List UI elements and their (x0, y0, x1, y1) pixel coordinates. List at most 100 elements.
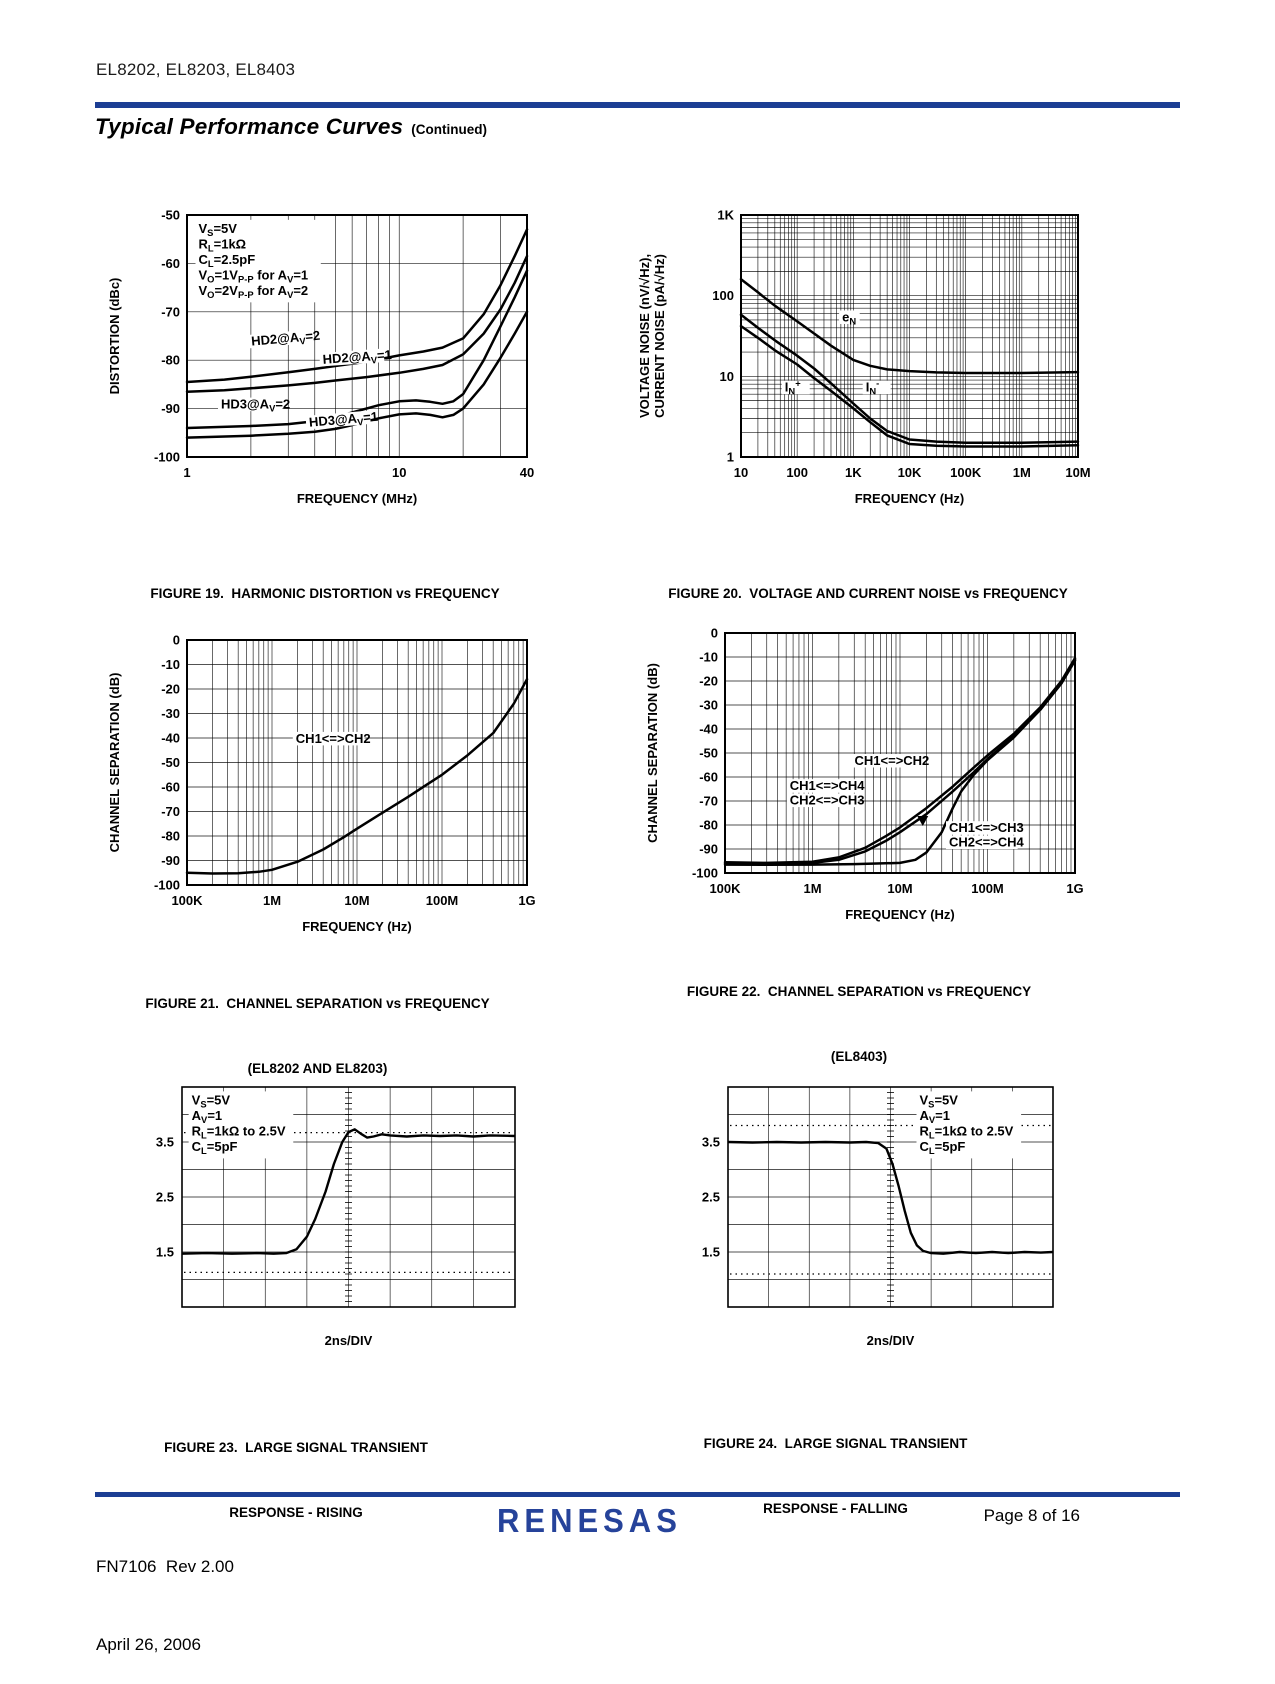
svg-text:10M: 10M (887, 881, 912, 896)
channel-separation-chart-el8403: 100K 1M 10M 100M 1G 0 -10 -20 -30 -40 -50 -60 -70 -80… (645, 626, 1084, 923)
svg-text:1M: 1M (803, 881, 821, 896)
svg-text:-10: -10 (161, 657, 180, 672)
svg-text:1.5: 1.5 (156, 1245, 174, 1260)
svg-text:-40: -40 (699, 722, 718, 737)
svg-text:3.5: 3.5 (156, 1135, 174, 1150)
renesas-logo: RENESAS (497, 1502, 682, 1540)
svg-text:1G: 1G (518, 893, 535, 908)
figure-24-caption: FIGURE 24. LARGE SIGNAL TRANSIENT RESPON… (578, 1390, 1093, 1563)
svg-text:-100: -100 (692, 866, 718, 881)
svg-text:-70: -70 (161, 804, 180, 819)
channel-separation-chart-el8202-el8203: 100K 1M 10M 100M 1G 0 -10 -20 -30 -40 -50 -60 -70 -80… (107, 633, 536, 935)
svg-text:CH1<=>CH2: CH1<=>CH2 (296, 731, 371, 746)
header-rule (95, 102, 1180, 108)
svg-text:VS=5V: VS=5V (192, 1092, 231, 1109)
svg-text:1K: 1K (717, 208, 734, 223)
section-title: Typical Performance Curves (Continued) (95, 114, 487, 140)
svg-text:1M: 1M (263, 893, 281, 908)
figure-21: 100K 1M 10M 100M 1G 0 -10 -20 -30 -40 -50 -60 -70 -80… (95, 610, 555, 1123)
figure-19-caption: FIGURE 19. HARMONIC DISTORTION vs FREQUE… (95, 540, 555, 648)
figure-24: 3.5 2.5 1.5 2ns/DIV VS=5V AV=1 RL=1kΩ to 2.5V C… (633, 1062, 1093, 1563)
figure-caption-line: FIGURE 24. LARGE SIGNAL TRANSIENT (703, 1436, 968, 1452)
svg-text:VOLTAGE NOISE (nV/√Hz),: VOLTAGE NOISE (nV/√Hz), (637, 254, 652, 418)
svg-text:1.5: 1.5 (702, 1245, 720, 1260)
svg-text:40: 40 (520, 465, 534, 480)
svg-text:1: 1 (727, 450, 734, 465)
svg-text:CL=5pF: CL=5pF (920, 1139, 966, 1156)
svg-text:-80: -80 (161, 829, 180, 844)
svg-text:-30: -30 (161, 706, 180, 721)
svg-text:-90: -90 (161, 401, 180, 416)
svg-text:CURRENT NOISE (pA/√Hz): CURRENT NOISE (pA/√Hz) (652, 254, 667, 418)
doc-part-numbers: EL8202, EL8203, EL8403 (96, 60, 296, 79)
svg-text:-100: -100 (154, 450, 180, 465)
figure-23: 3.5 2.5 1.5 2ns/DIV VS=5V AV=1 RL=1kΩ to 2.5V C… (100, 1062, 560, 1567)
svg-text:CH2<=>CH4: CH2<=>CH4 (949, 835, 1025, 850)
figure-caption-line: FIGURE 22. CHANNEL SEPARATION vs FREQUEN… (686, 984, 1032, 1000)
svg-text:-90: -90 (699, 842, 718, 857)
svg-text:1G: 1G (1066, 881, 1083, 896)
svg-text:IN-: IN- (866, 378, 880, 397)
svg-text:100K: 100K (950, 465, 982, 480)
figure-caption-line: (EL8403) (830, 1048, 888, 1064)
figure-caption-line: FIGURE 19. HARMONIC DISTORTION vs FREQUE… (150, 586, 500, 602)
svg-text:100: 100 (712, 288, 734, 303)
page-number: Page 8 of 16 (983, 1506, 1080, 1525)
svg-text:RL=1kΩ to 2.5V: RL=1kΩ to 2.5V (920, 1123, 1014, 1140)
svg-text:VS=5V: VS=5V (920, 1092, 959, 1109)
svg-text:CH1<=>CH3: CH1<=>CH3 (949, 820, 1024, 835)
svg-text:RL=1kΩ: RL=1kΩ (199, 236, 247, 253)
svg-text:RL=1kΩ to 2.5V: RL=1kΩ to 2.5V (192, 1123, 286, 1140)
svg-text:10: 10 (734, 465, 748, 480)
svg-text:-90: -90 (161, 853, 180, 868)
svg-text:CH2<=>CH3: CH2<=>CH3 (790, 793, 865, 808)
svg-text:10K: 10K (898, 465, 922, 480)
svg-text:2.5: 2.5 (156, 1190, 174, 1205)
svg-text:-100: -100 (154, 878, 180, 893)
svg-text:1K: 1K (845, 465, 862, 480)
svg-text:100K: 100K (171, 893, 203, 908)
svg-text:100K: 100K (709, 881, 741, 896)
figure-caption-line: RESPONSE - RISING (229, 1504, 363, 1520)
svg-text:3.5: 3.5 (702, 1135, 720, 1150)
svg-text:-50: -50 (161, 208, 180, 223)
svg-text:2ns/DIV: 2ns/DIV (867, 1333, 915, 1348)
section-title-text: Typical Performance Curves (95, 114, 404, 139)
svg-text:DISTORTION (dBc): DISTORTION (dBc) (107, 278, 122, 395)
section-title-continued: (Continued) (411, 122, 487, 137)
svg-text:-70: -70 (699, 794, 718, 809)
svg-text:100M: 100M (971, 881, 1004, 896)
svg-text:CL=5pF: CL=5pF (192, 1139, 238, 1156)
svg-text:VO=1VP-P for AV=1: VO=1VP-P for AV=1 (199, 267, 309, 284)
svg-text:CH1<=>CH4: CH1<=>CH4 (790, 778, 866, 793)
svg-text:10M: 10M (1065, 465, 1090, 480)
svg-text:-80: -80 (161, 353, 180, 368)
svg-text:HD3@AV=2: HD3@AV=2 (221, 397, 290, 414)
doc-date: April 26, 2006 (96, 1635, 201, 1654)
figure-21-caption: FIGURE 21. CHANNEL SEPARATION vs FREQUEN… (80, 950, 555, 1123)
svg-text:-60: -60 (161, 780, 180, 795)
figure-19: 1 10 40 -50 -60 -70 -80 -90 -100 FREQUENCY (MHz) D… (95, 182, 555, 648)
svg-text:-30: -30 (699, 698, 718, 713)
svg-text:-80: -80 (699, 818, 718, 833)
svg-text:10: 10 (720, 369, 734, 384)
svg-text:100M: 100M (426, 893, 459, 908)
doc-number: FN7106 Rev 2.00 (96, 1557, 234, 1576)
svg-text:FREQUENCY (Hz): FREQUENCY (Hz) (302, 919, 412, 934)
svg-text:-50: -50 (699, 746, 718, 761)
svg-text:-60: -60 (161, 256, 180, 271)
svg-text:FREQUENCY (Hz): FREQUENCY (Hz) (845, 907, 955, 922)
svg-text:FREQUENCY (MHz): FREQUENCY (MHz) (297, 491, 417, 506)
svg-text:CHANNEL SEPARATION (dB): CHANNEL SEPARATION (dB) (645, 663, 660, 843)
svg-text:HD2@AV=2: HD2@AV=2 (251, 328, 321, 351)
figure-20-caption: FIGURE 20. VOLTAGE AND CURRENT NOISE vs … (633, 540, 1103, 648)
svg-text:1: 1 (183, 465, 190, 480)
svg-text:-20: -20 (161, 682, 180, 697)
svg-text:VO=2VP-P for AV=2: VO=2VP-P for AV=2 (199, 283, 309, 300)
svg-text:IN+: IN+ (785, 378, 801, 397)
svg-text:1M: 1M (1013, 465, 1031, 480)
svg-text:-50: -50 (161, 755, 180, 770)
